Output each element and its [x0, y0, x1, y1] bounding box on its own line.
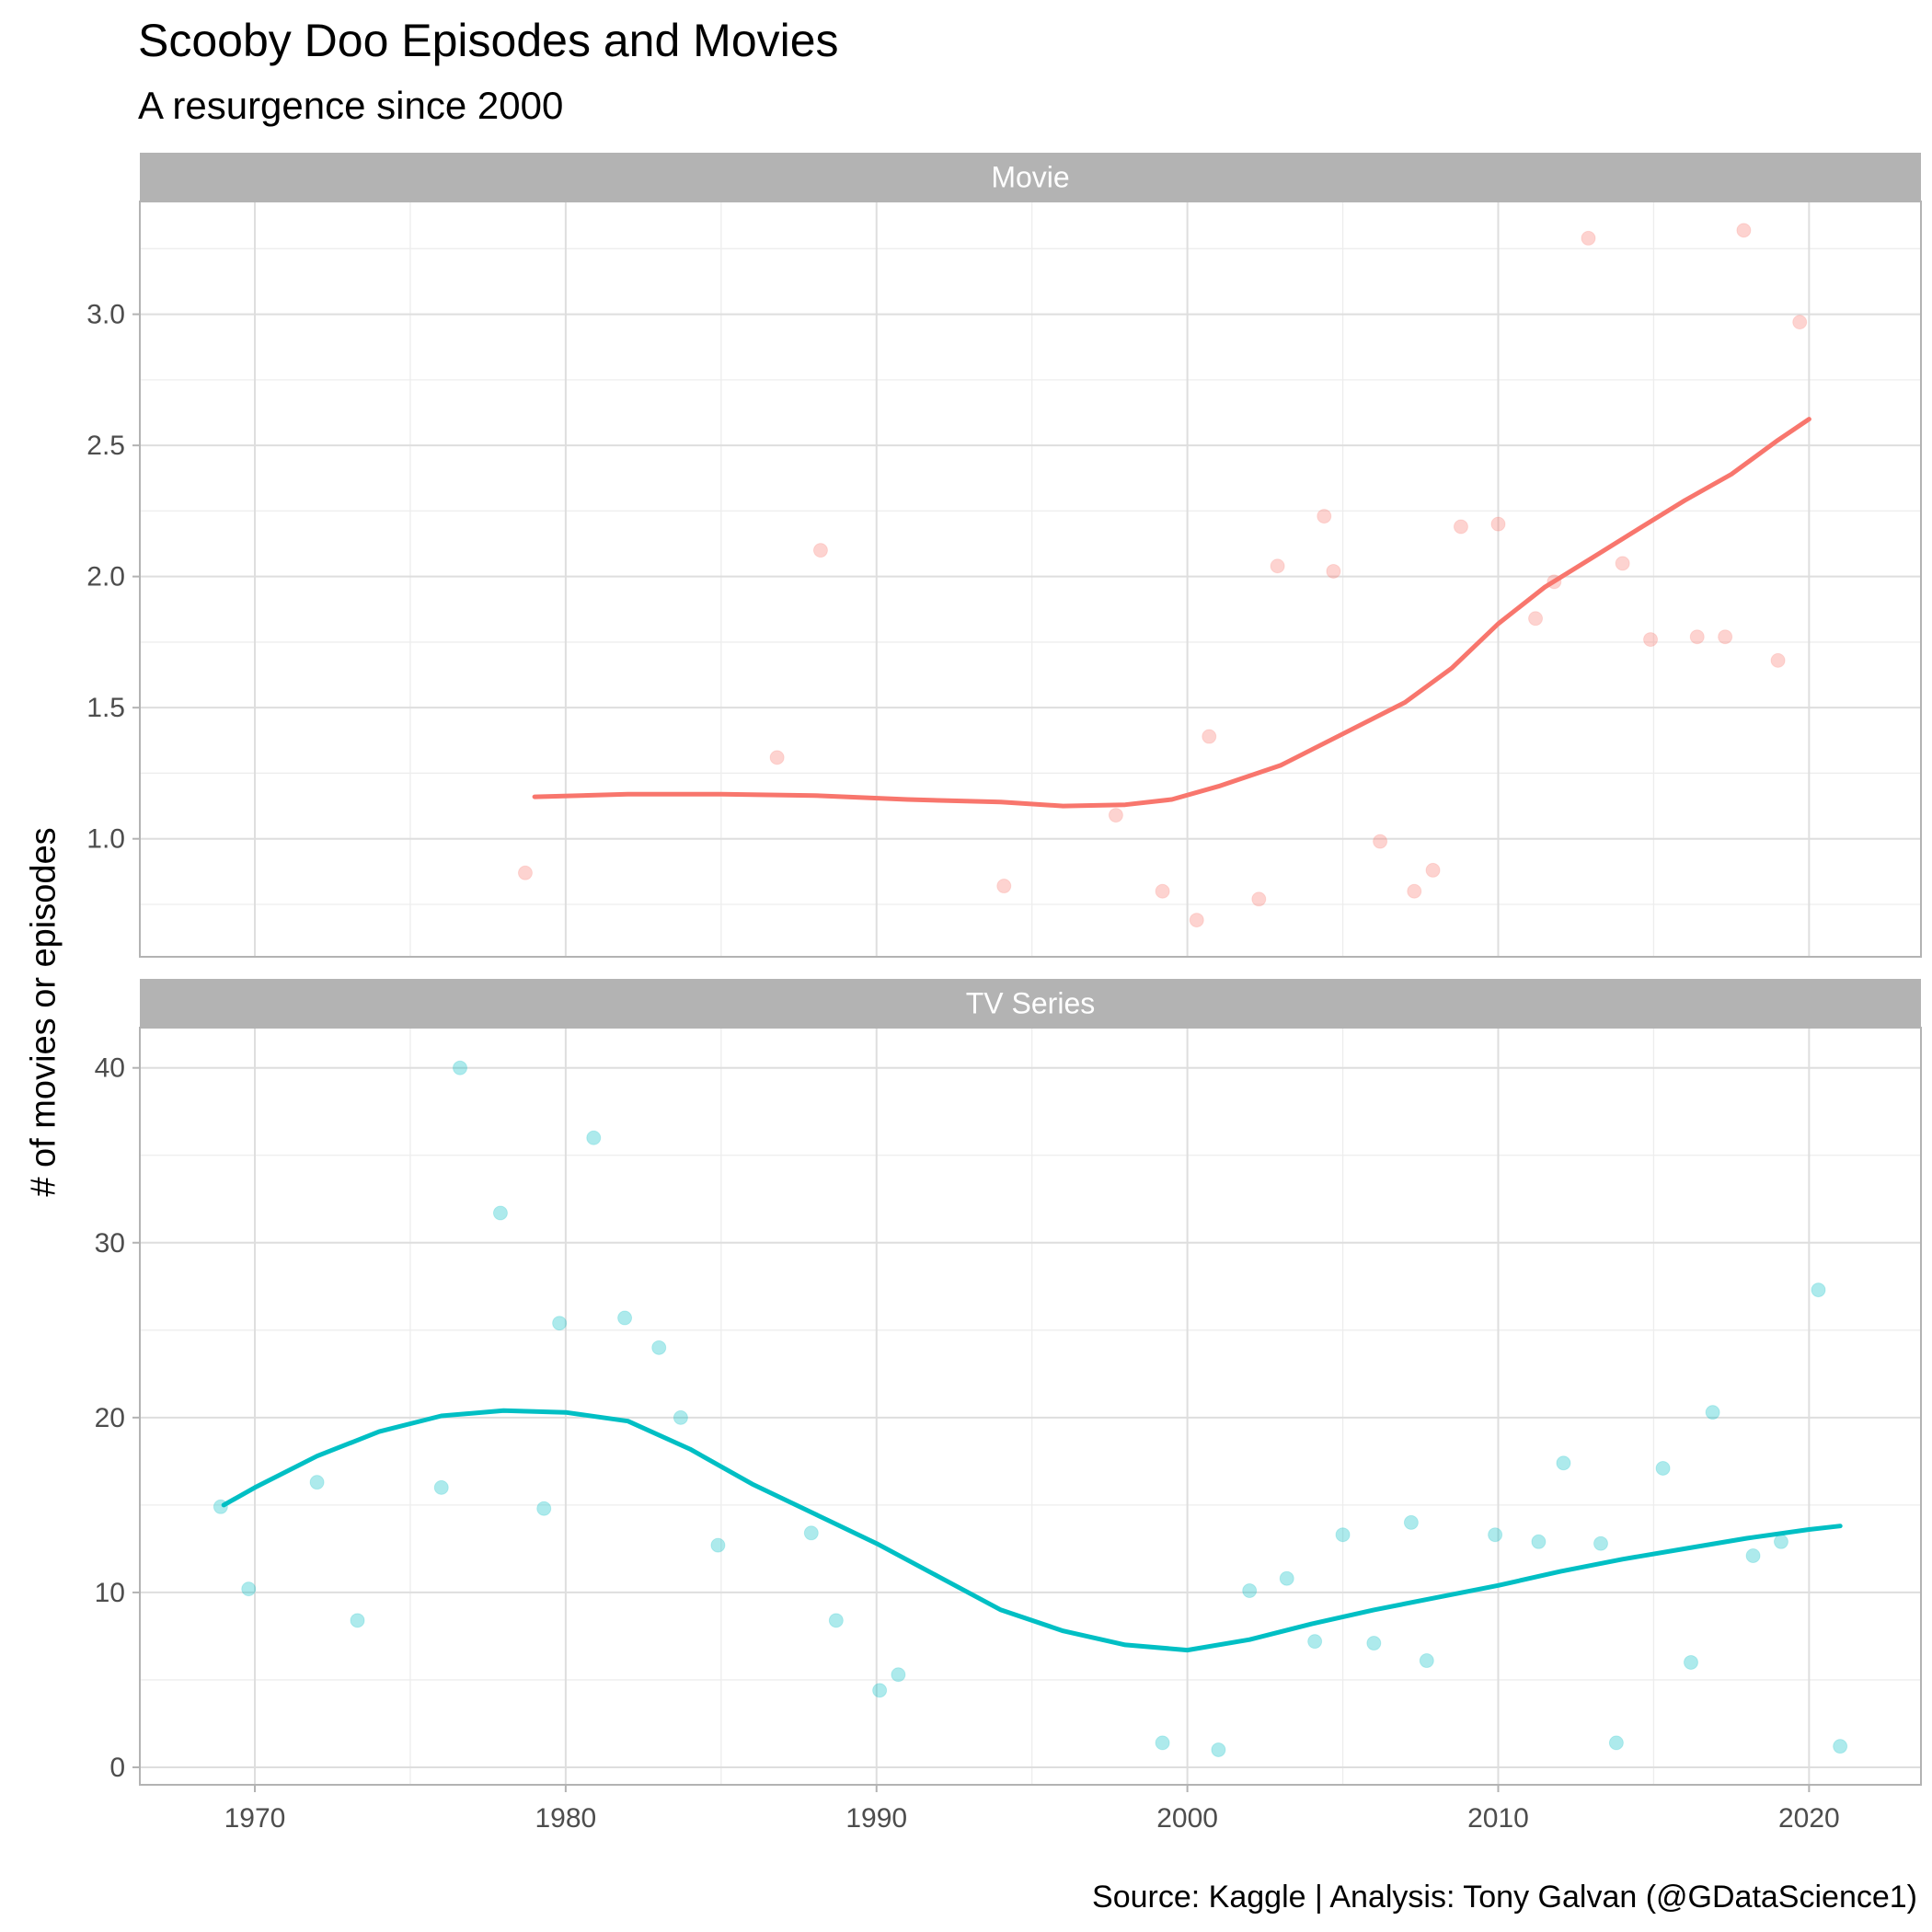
data-point — [241, 1581, 257, 1597]
data-point — [1736, 223, 1752, 238]
data-point — [552, 1316, 568, 1331]
data-point — [1773, 1534, 1788, 1549]
data-point — [1833, 1739, 1848, 1754]
data-point — [710, 1537, 726, 1553]
facet-strip-label: Movie — [991, 161, 1069, 194]
chart-caption: Source: Kaggle | Analysis: Tony Galvan (… — [1092, 1880, 1917, 1915]
data-point — [1155, 1735, 1170, 1751]
data-point — [1270, 558, 1285, 574]
data-point — [433, 1479, 449, 1495]
data-point — [1202, 729, 1217, 744]
data-point — [1488, 1527, 1503, 1543]
facet-panel-movie: Movie 1.0 1.5 2.0 2.5 3.0 — [86, 153, 1922, 958]
data-point — [1689, 629, 1705, 645]
panel-background — [140, 1028, 1921, 1785]
data-point — [1615, 556, 1630, 571]
facet-panel-tv-series: TV Series 0 10 20 30 40 1970 1980 1990 2000 2010 20… — [95, 979, 1922, 1834]
facet-strip — [140, 153, 1921, 201]
data-point — [1108, 808, 1123, 823]
data-point — [1556, 1455, 1571, 1471]
data-point — [1407, 883, 1422, 899]
x-tick-label: 1980 — [535, 1803, 597, 1834]
data-point — [1705, 1405, 1720, 1420]
data-point — [1242, 1583, 1258, 1599]
y-tick-label: 40 — [95, 1053, 125, 1084]
data-point — [586, 1130, 602, 1145]
data-point — [1279, 1570, 1294, 1586]
y-tick-label: 2.0 — [86, 562, 125, 592]
data-point — [1490, 516, 1506, 532]
data-point — [828, 1613, 844, 1628]
data-point — [1643, 632, 1659, 648]
data-point — [1581, 230, 1596, 246]
chart-title: Scooby Doo Episodes and Movies — [138, 15, 839, 66]
data-point — [1373, 834, 1388, 849]
x-tick-label: 2010 — [1467, 1803, 1529, 1834]
data-point — [803, 1525, 819, 1541]
data-point — [872, 1683, 888, 1698]
facet-strip-label: TV Series — [966, 987, 1095, 1020]
data-point — [1683, 1654, 1698, 1670]
data-point — [1251, 891, 1267, 907]
panel-background — [140, 201, 1921, 957]
data-point — [517, 865, 533, 880]
trend-line-movie — [532, 417, 1811, 809]
data-point — [1419, 1653, 1434, 1669]
data-point — [1528, 611, 1544, 627]
data-point — [1608, 1735, 1624, 1751]
data-point — [996, 879, 1012, 894]
y-tick-label: 1.0 — [86, 824, 125, 855]
data-point — [1189, 913, 1204, 928]
data-point — [1155, 883, 1170, 899]
data-point — [1770, 652, 1786, 668]
data-point — [1317, 509, 1332, 524]
data-point — [812, 543, 828, 558]
data-point — [453, 1060, 468, 1075]
trend-line-tv-series — [221, 1408, 1843, 1653]
x-tick-label: 2000 — [1156, 1803, 1218, 1834]
data-point — [1366, 1636, 1382, 1651]
x-tick-label: 1990 — [845, 1803, 907, 1834]
data-point — [1655, 1460, 1671, 1476]
data-point — [492, 1205, 508, 1221]
data-point — [536, 1501, 552, 1516]
data-point — [350, 1613, 365, 1628]
data-point — [1307, 1634, 1323, 1650]
data-point — [1745, 1548, 1761, 1564]
data-point — [769, 750, 785, 765]
data-point — [1335, 1527, 1351, 1543]
data-point — [1531, 1534, 1547, 1549]
y-tick-label: 20 — [95, 1403, 125, 1433]
data-point — [1792, 315, 1808, 330]
data-point — [1425, 862, 1441, 878]
y-tick-label: 0 — [109, 1753, 125, 1783]
data-point — [1326, 563, 1341, 579]
data-point — [1718, 629, 1733, 645]
y-tick-label: 1.5 — [86, 693, 125, 723]
chart-subtitle: A resurgence since 2000 — [138, 84, 564, 127]
y-tick-label: 30 — [95, 1228, 125, 1259]
y-tick-label: 10 — [95, 1578, 125, 1608]
data-point — [1211, 1742, 1226, 1757]
data-point — [1453, 519, 1468, 535]
data-point — [617, 1310, 633, 1326]
data-point — [1593, 1535, 1608, 1551]
x-tick-label: 2020 — [1778, 1803, 1840, 1834]
data-point — [309, 1475, 325, 1490]
x-tick-label: 1970 — [224, 1803, 286, 1834]
facet-strip — [140, 979, 1921, 1028]
data-point — [673, 1409, 688, 1425]
data-point — [651, 1340, 667, 1355]
y-tick-label: 2.5 — [86, 431, 125, 461]
y-tick-label: 3.0 — [86, 300, 125, 330]
data-point — [891, 1667, 906, 1683]
data-point — [1811, 1282, 1826, 1298]
data-point — [1403, 1514, 1419, 1530]
